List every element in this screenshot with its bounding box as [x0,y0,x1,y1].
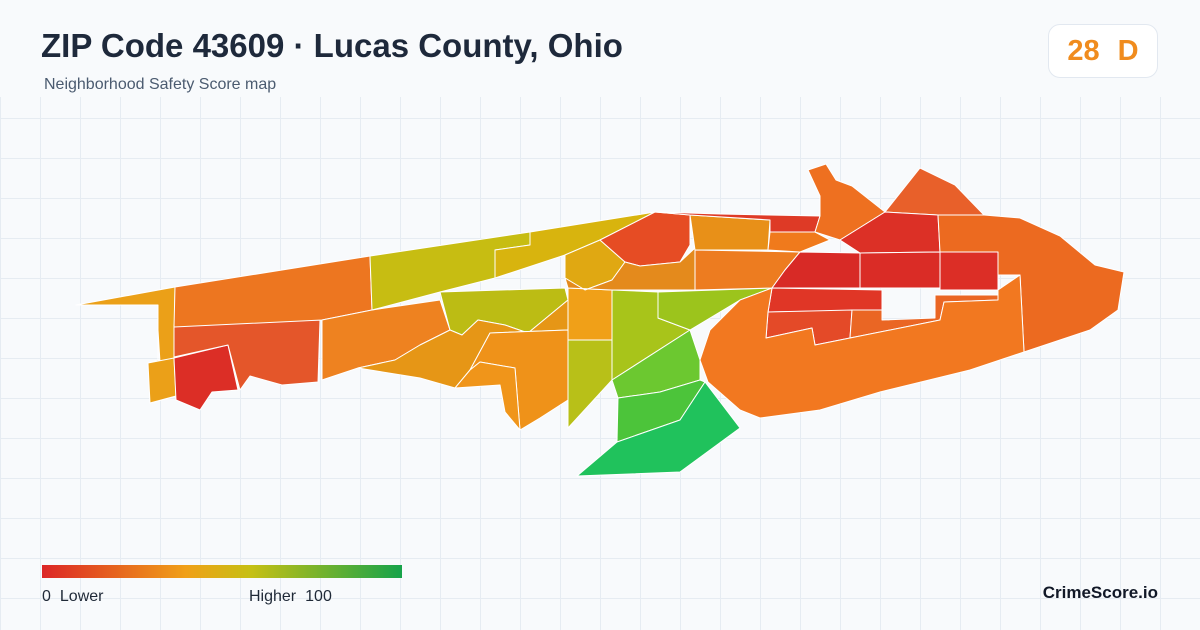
score-value: 28 [1067,34,1100,67]
map-region[interactable] [567,287,613,341]
safety-score-badge: 28 D [1048,24,1158,78]
map-region[interactable] [767,231,831,253]
legend-low-label: 0 Lower [42,588,103,606]
map-region[interactable] [771,251,861,289]
map-region[interactable] [767,287,883,313]
page-title: ZIP Code 43609 · Lucas County, Ohio [41,27,623,64]
map-region[interactable] [173,319,321,391]
map-region[interactable] [567,339,613,429]
legend-gradient-bar [42,565,402,578]
legend-low-value: 0 [42,588,51,605]
legend-low-text: Lower [59,588,104,605]
brand-logo-text[interactable]: CrimeScore.io [1042,583,1158,602]
map-region[interactable] [884,167,985,216]
map-region[interactable] [576,381,741,477]
legend-high-value: 100 [305,588,332,605]
header: ZIP Code 43609 · Lucas County, Ohio Neig… [0,0,1200,97]
map-region[interactable] [939,251,999,291]
map-region[interactable] [564,247,696,291]
map-region[interactable] [689,214,771,251]
page-subtitle: Neighborhood Safety Score map [44,76,277,93]
score-grade: D [1117,34,1139,67]
map-region[interactable] [699,274,1025,419]
legend-high-label: Higher 100 [249,588,332,606]
map-region[interactable] [454,361,521,431]
map-region[interactable] [147,357,177,404]
legend-high-text: Higher [249,588,297,605]
map-region[interactable] [859,251,941,289]
map-region[interactable] [75,286,176,363]
map-region[interactable] [937,214,1125,353]
